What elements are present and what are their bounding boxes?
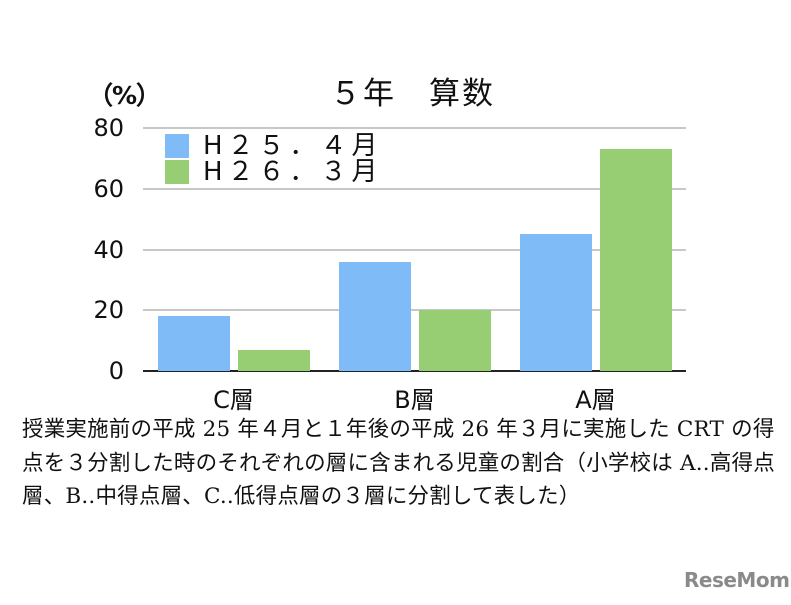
- legend-swatch: [165, 134, 189, 158]
- x-tick-label: A層: [575, 386, 616, 414]
- legend: H２５．４月 H２６．３月: [165, 133, 383, 185]
- y-axis-unit: （%）: [88, 81, 161, 110]
- bar: [158, 316, 230, 371]
- bar: [520, 234, 592, 371]
- legend-label: H２５．４月: [203, 131, 383, 161]
- gridline: [143, 127, 686, 129]
- plot-area: [143, 127, 686, 372]
- y-tick-label: 60: [93, 174, 124, 203]
- gridline: [143, 248, 686, 251]
- bar: [238, 349, 310, 371]
- y-tick-label: 40: [93, 235, 124, 264]
- x-tick-label: B層: [394, 386, 435, 414]
- gridline: [143, 187, 686, 190]
- y-tick-label: 80: [93, 114, 124, 142]
- legend-item: H２６．３月: [165, 159, 383, 185]
- x-axis-line: [143, 370, 686, 372]
- gridline: [143, 309, 686, 312]
- y-tick-label: 20: [93, 296, 124, 325]
- legend-label: H２６．３月: [203, 157, 383, 187]
- bar: [419, 310, 491, 371]
- resemom-logo: ReseMom: [684, 568, 790, 592]
- figure-caption: 授業実施前の平成 25 年４月と１年後の平成 26 年３月に実施した CRT の…: [22, 417, 775, 509]
- legend-item: H２５．４月: [165, 133, 383, 159]
- legend-swatch: [165, 160, 189, 184]
- y-tick-label: 0: [108, 357, 124, 385]
- chart-title: ５年 算数: [330, 76, 495, 112]
- bar: [339, 261, 411, 371]
- bar: [600, 149, 672, 371]
- x-tick-label: C層: [213, 386, 254, 414]
